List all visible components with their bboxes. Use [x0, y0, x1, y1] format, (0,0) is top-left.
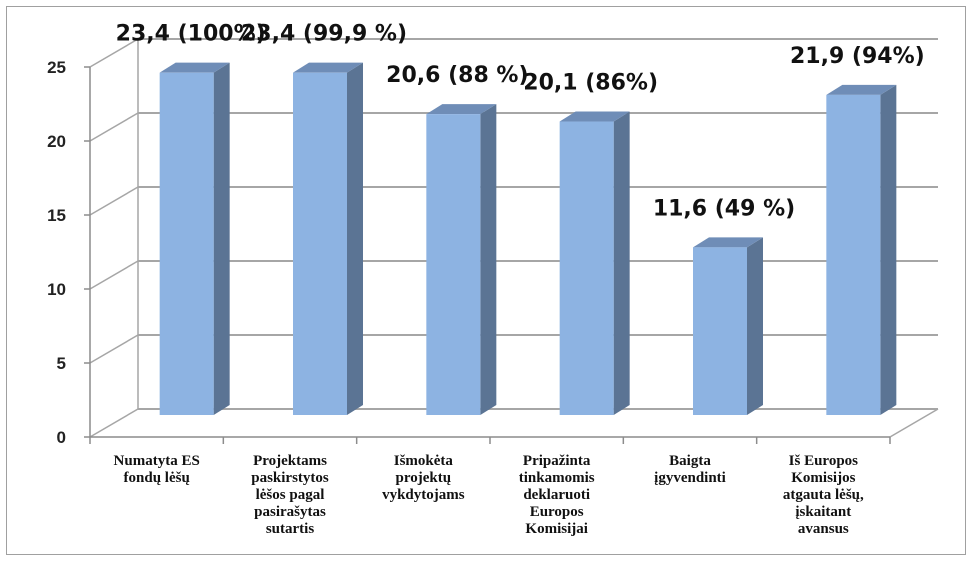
category-label: Baigta įgyvendinti — [654, 453, 726, 486]
bar-top — [159, 62, 230, 73]
bar-front — [159, 72, 214, 416]
data-label: 20,1 (86%) — [523, 71, 658, 96]
floor-right-edge — [889, 408, 939, 438]
category-label-line: Išmokėta — [394, 453, 454, 469]
y-tick-label: 25 — [47, 58, 66, 77]
category-label-line: atgauta lėšų, — [783, 487, 864, 503]
data-label: 23,4 (100%) — [116, 22, 266, 47]
bar-top — [293, 62, 363, 73]
y-tick-label: 15 — [47, 206, 66, 225]
y-tick-label: 10 — [47, 280, 66, 299]
category-label: Projektams paskirstytos lėšos pagal pasiraš… — [251, 453, 329, 537]
category-label-line: projektų — [396, 470, 452, 486]
category-label-line: įskaitant — [795, 504, 851, 520]
bar-6 — [826, 84, 897, 415]
data-label: 21,9 (94%) — [790, 44, 925, 69]
bar-front — [426, 114, 481, 416]
category-label-line: įgyvendinti — [654, 470, 726, 486]
category-label-line: Numatyta ES — [114, 453, 200, 469]
category-label-line: sutartis — [266, 521, 314, 537]
category-label-line: deklaruoti — [523, 487, 590, 503]
category-label-line: Europos — [530, 504, 584, 520]
gridline-diagonal — [89, 186, 139, 216]
category-label-line: Baigta — [669, 453, 711, 469]
category-label-line: paskirstytos — [251, 470, 329, 486]
category-label-line: Projektams — [253, 453, 327, 469]
bar-3 — [426, 104, 497, 416]
data-label: 20,6 (88 %) — [386, 63, 528, 88]
category-label: Pripažinta tinkamomis deklaruoti Europos Kom… — [519, 453, 595, 537]
bar-top — [559, 111, 630, 122]
bar-side — [747, 237, 763, 415]
bar-side — [880, 84, 897, 415]
bar-top — [693, 237, 763, 248]
category-label-line: Pripažinta — [523, 453, 591, 469]
y-tick-label: 5 — [57, 354, 66, 373]
category-label: Išmokėta projektų vykdytojams — [382, 453, 465, 503]
bar-front — [559, 121, 614, 416]
bar-top — [826, 84, 897, 95]
category-label-line: Komisijos — [791, 470, 855, 486]
gridline-diagonal — [89, 260, 139, 290]
bar-top — [426, 104, 497, 115]
bar-side — [213, 62, 230, 416]
gridline-diagonal — [89, 408, 139, 438]
category-label-line: vykdytojams — [382, 487, 465, 503]
y-tick-label: 20 — [47, 132, 66, 151]
category-label: Numatyta ES fondų lėšų — [114, 453, 200, 486]
category-label: Iš Europos Komisijos atgauta lėšų, įskaitan… — [783, 453, 864, 537]
data-label: 23,4 (99,9 %) — [241, 22, 407, 47]
bar-side — [480, 104, 497, 416]
category-label-line: pasirašytas — [254, 504, 326, 520]
bar-1 — [159, 62, 230, 416]
category-label-line: Komisijai — [525, 521, 588, 537]
category-label-line: avansus — [798, 521, 849, 537]
bar-side — [347, 62, 363, 416]
gridline-diagonal — [89, 334, 139, 364]
category-label-line: lėšos pagal — [256, 487, 325, 503]
bar-5 — [693, 237, 763, 415]
category-label-line: fondų lėšų — [124, 470, 190, 486]
category-label-line: tinkamomis — [519, 470, 595, 486]
gridline-diagonal — [89, 38, 139, 68]
bar-2 — [293, 62, 363, 416]
bar-front — [693, 247, 747, 415]
data-label: 11,6 (49 %) — [653, 196, 795, 221]
y-tick-label: 0 — [57, 428, 66, 447]
bar-side — [613, 111, 630, 416]
bar-4 — [559, 111, 630, 416]
bar-front — [293, 72, 347, 416]
bar-front — [826, 94, 881, 415]
gridline-diagonal — [89, 112, 139, 142]
category-label-line: Iš Europos — [789, 453, 859, 469]
